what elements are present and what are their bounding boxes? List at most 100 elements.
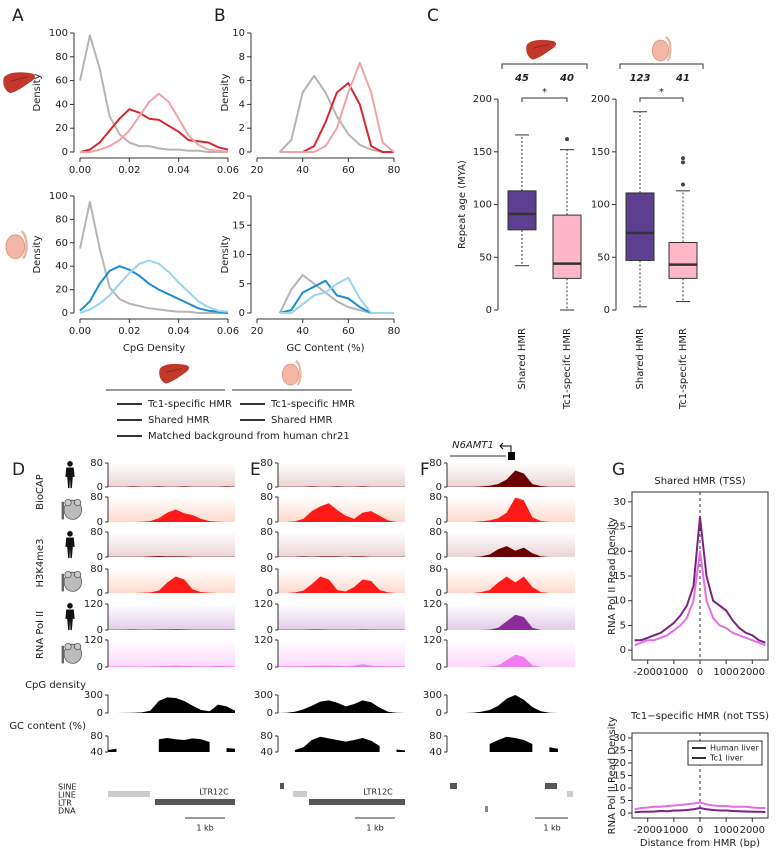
- y-tick-label: 120: [423, 599, 442, 610]
- mouse-icon: [61, 498, 83, 520]
- y-tick-label: 0: [267, 662, 273, 673]
- track-signal: [447, 736, 575, 752]
- x-axis-label: Distance from HMR (bp): [640, 838, 760, 849]
- y-tick-label: 80: [429, 731, 442, 742]
- track-signal: [278, 700, 405, 713]
- y-tick-label: 10: [613, 783, 626, 794]
- y-tick-label: 10: [232, 250, 245, 261]
- y-tick-label: 100: [591, 200, 610, 211]
- y-tick-label: 0: [486, 305, 492, 316]
- gene-model: N6AMT1: [450, 440, 515, 460]
- y-tick-label: 150: [473, 147, 492, 158]
- y-tick-label: 50: [597, 252, 610, 263]
- x-tick-label: Shared HMR: [517, 328, 528, 390]
- y-axis-label: RNA Pol II Read Density: [607, 517, 618, 635]
- y-tick-label: 150: [591, 147, 610, 158]
- track-label: CpG density: [25, 680, 86, 691]
- x-tick-label: -1000: [659, 825, 688, 836]
- y-axis-label: Density: [32, 73, 43, 111]
- box: [552, 214, 582, 279]
- scale-label: 1 kb: [366, 824, 383, 833]
- y-tick-label: 60: [55, 76, 68, 87]
- track-background: [278, 640, 405, 667]
- track-signal: [278, 486, 405, 487]
- x-tick-label: Tc1-specifc HMR: [678, 328, 689, 410]
- y-tick-label: 15: [232, 220, 245, 231]
- series-line: [79, 108, 229, 153]
- track-signal: [108, 629, 235, 630]
- x-tick-label: 2000: [740, 667, 765, 678]
- track-label: RNA Pol II: [35, 611, 46, 659]
- significance-bracket: [639, 97, 684, 102]
- human-icon: [65, 603, 75, 631]
- repeat-class: SINE: [58, 783, 76, 792]
- track-signal: [447, 470, 575, 487]
- liver-icon: [525, 39, 557, 61]
- y-tick-label: 0: [436, 517, 442, 528]
- scale-label: 1 kb: [543, 824, 560, 833]
- track-background: [278, 463, 405, 487]
- y-tick-label: 0: [436, 662, 442, 673]
- y-tick-label: 80: [90, 564, 103, 575]
- y-tick-label: 0: [620, 645, 626, 656]
- y-tick-label: 15: [613, 771, 626, 782]
- x-tick-label: 0.06: [217, 165, 239, 176]
- gene-exon: [508, 452, 515, 460]
- testis-icon: [651, 35, 672, 63]
- human-icon: [65, 461, 75, 489]
- track-signal: [447, 546, 575, 557]
- y-tick-label: 60: [55, 238, 68, 249]
- panel-label: F: [420, 460, 430, 480]
- series-line: [634, 807, 766, 814]
- track-signal: [278, 736, 405, 752]
- x-tick-label: 0.00: [69, 326, 91, 337]
- track-signal: [108, 738, 235, 752]
- x-tick-label: 0.06: [217, 326, 239, 337]
- y-tick-label: 80: [429, 458, 442, 469]
- y-tick-label: 0: [436, 482, 442, 493]
- x-axis-label: CpG Density: [123, 343, 185, 354]
- x-tick-label: 20: [251, 326, 264, 337]
- y-tick-label: 0: [239, 147, 245, 158]
- x-tick-label: Tc1-specifc HMR: [562, 328, 573, 410]
- y-tick-label: 5: [620, 620, 626, 631]
- x-tick-label: -2000: [633, 825, 662, 836]
- track-label: BioCAP: [35, 474, 46, 510]
- repeat-block: [567, 791, 573, 797]
- track-signal: [108, 509, 235, 522]
- track-background: [278, 569, 405, 593]
- y-tick-label: 30: [613, 733, 626, 744]
- track-signal: [447, 695, 575, 713]
- box: [507, 190, 537, 231]
- y-tick-label: 20: [55, 123, 68, 134]
- liver-icon: [2, 71, 36, 94]
- y-tick-label: 0: [620, 808, 626, 819]
- y-tick-label: 0: [97, 708, 103, 719]
- y-tick-label: 25: [613, 746, 626, 757]
- x-tick-label: 1000: [713, 825, 738, 836]
- x-tick-label: -2000: [633, 667, 662, 678]
- track-background: [108, 463, 235, 487]
- track-background: [108, 532, 235, 557]
- repeat-class: LTR: [58, 799, 72, 808]
- x-tick-label: 40: [296, 165, 309, 176]
- y-tick-label: 20: [613, 546, 626, 557]
- testis-icon: [4, 230, 28, 260]
- y-tick-label: 80: [90, 458, 103, 469]
- repeat-annotations: LTR12C LTR12C 1 kb 1 kb 1 kb: [108, 783, 573, 833]
- outlier: [565, 137, 569, 142]
- track-signal: [447, 497, 575, 522]
- y-tick-label: 120: [84, 599, 103, 610]
- y-tick-label: 0: [97, 625, 103, 636]
- track-signal: [108, 576, 235, 593]
- track-label: GC content (%): [9, 721, 86, 732]
- y-tick-label: 0: [62, 147, 68, 158]
- x-tick-label: 0.00: [69, 165, 91, 176]
- repeat-family: LTR12C: [363, 788, 393, 797]
- x-tick-label: 80: [388, 165, 401, 176]
- x-tick-label: 1000: [713, 667, 738, 678]
- y-tick-label: 120: [254, 635, 273, 646]
- series-line: [79, 34, 228, 153]
- x-tick-label: 0.04: [168, 326, 190, 337]
- x-tick-label: 40: [296, 326, 309, 337]
